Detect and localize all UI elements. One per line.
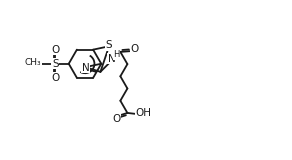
Text: S: S [106,40,112,50]
Text: OH: OH [136,108,152,118]
Text: O: O [51,73,59,83]
Text: O: O [51,45,59,55]
Text: CH₃: CH₃ [25,58,41,67]
Text: O: O [131,44,139,54]
Text: N: N [82,63,90,73]
Text: N: N [107,54,115,64]
Text: S: S [52,59,58,69]
Text: H: H [113,50,119,59]
Text: O: O [112,114,120,124]
